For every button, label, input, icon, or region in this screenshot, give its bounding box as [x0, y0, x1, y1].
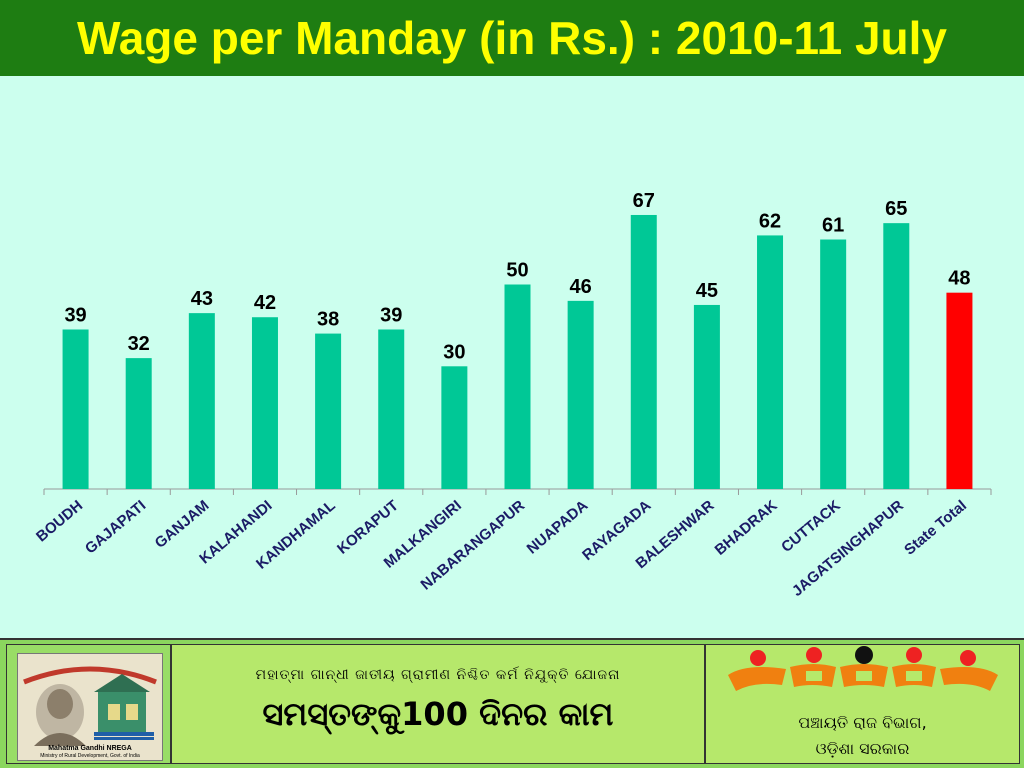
- x-tick-label: BOUDH: [33, 497, 86, 545]
- bar-jagatsinghapur: [883, 223, 910, 489]
- bar-koraput: [378, 329, 405, 489]
- data-label: 42: [254, 292, 276, 314]
- scheme-name: ମହାତ୍ମା ଗାନ୍ଧୀ ଜାତୀୟ ଗ୍ରାମୀଣ ନିଶ୍ଚିତ କର୍…: [255, 667, 621, 683]
- x-tick-label: NABARANGAPUR: [418, 497, 529, 594]
- data-label: 61: [822, 215, 844, 237]
- government-name: ଓଡ଼ିଶା ସରକାର: [815, 739, 910, 758]
- data-label: 48: [948, 268, 970, 290]
- data-label: 65: [885, 198, 907, 220]
- bar-baleshwar: [693, 304, 720, 489]
- logo-caption-2: Ministry of Rural Development, Govt. of …: [40, 753, 140, 759]
- x-tick-label: GANJAM: [152, 497, 213, 552]
- bar-chart: 39BOUDH32GAJAPATI43GANJAM42KALAHANDI38KA…: [33, 190, 992, 600]
- bar-nabarangapur: [504, 284, 531, 489]
- department-panel: ପଞ୍ଚାୟତି ରାଜ ବିଭାଗ, ଓଡ଼ିଶା ସରକାର: [705, 644, 1020, 764]
- data-label: 30: [443, 341, 465, 363]
- bar-malkangiri: [441, 366, 468, 489]
- department-name: ପଞ୍ଚାୟତି ରାଜ ବିଭାଗ,: [798, 713, 927, 732]
- page-title: Wage per Manday (in Rs.) : 2010-11 July: [76, 12, 948, 64]
- x-tick-label: BHADRAK: [712, 497, 781, 559]
- data-label: 32: [128, 333, 150, 355]
- data-label: 39: [64, 304, 86, 326]
- logo-panel: Mahatma Gandhi NREGA Ministry of Rural D…: [6, 644, 171, 764]
- bar-kalahandi: [251, 317, 278, 489]
- scheme-panel: ମହାତ୍ମା ଗାନ୍ଧୀ ଜାତୀୟ ଗ୍ରାମୀଣ ନିଶ୍ଚିତ କର୍…: [171, 644, 705, 764]
- mgnrega-logo: Mahatma Gandhi NREGA Ministry of Rural D…: [17, 653, 163, 761]
- bar-state-total: [946, 292, 973, 489]
- bar-rayagada: [630, 214, 657, 489]
- data-label: 38: [317, 309, 339, 331]
- footer-banner: Mahatma Gandhi NREGA Ministry of Rural D…: [0, 638, 1024, 768]
- bar-nuapada: [567, 300, 594, 489]
- logo-caption-1: Mahatma Gandhi NREGA: [48, 745, 132, 752]
- scheme-slogan: ସମସ୍ତଙ୍କୁ100 ଦିନର କାମ: [262, 695, 614, 733]
- x-tick-label: CUTTACK: [778, 497, 844, 556]
- data-label: 46: [570, 276, 592, 298]
- bar-ganjam: [188, 313, 215, 489]
- data-label: 43: [191, 288, 213, 310]
- bar-kandhamal: [315, 333, 342, 489]
- x-tick-label: GAJAPATI: [82, 497, 149, 557]
- x-tick-label: JAGATSINGHAPUR: [789, 497, 907, 600]
- data-label: 62: [759, 210, 781, 232]
- chart-area: 39 BOUDH 32 GAJAPATI 43 GANJAM 42 KALAHANDI 38 KA…: [0, 76, 1024, 636]
- title-banner: Wage per Manday (in Rs.) : 2010-11 July: [0, 0, 1024, 76]
- panchayat-logo-icon: [728, 646, 998, 691]
- data-label: 39: [380, 304, 402, 326]
- data-label: 50: [506, 260, 528, 282]
- data-label: 67: [633, 190, 655, 212]
- bar-gajapati: [125, 358, 152, 489]
- bar-cuttack: [820, 239, 847, 489]
- mgnrega-logo-image: Mahatma Gandhi NREGA Ministry of Rural D…: [18, 654, 162, 760]
- x-tick-label: State Total: [901, 497, 970, 559]
- data-label: 45: [696, 280, 718, 302]
- bar-bhadrak: [757, 235, 784, 489]
- bar-boudh: [62, 329, 89, 489]
